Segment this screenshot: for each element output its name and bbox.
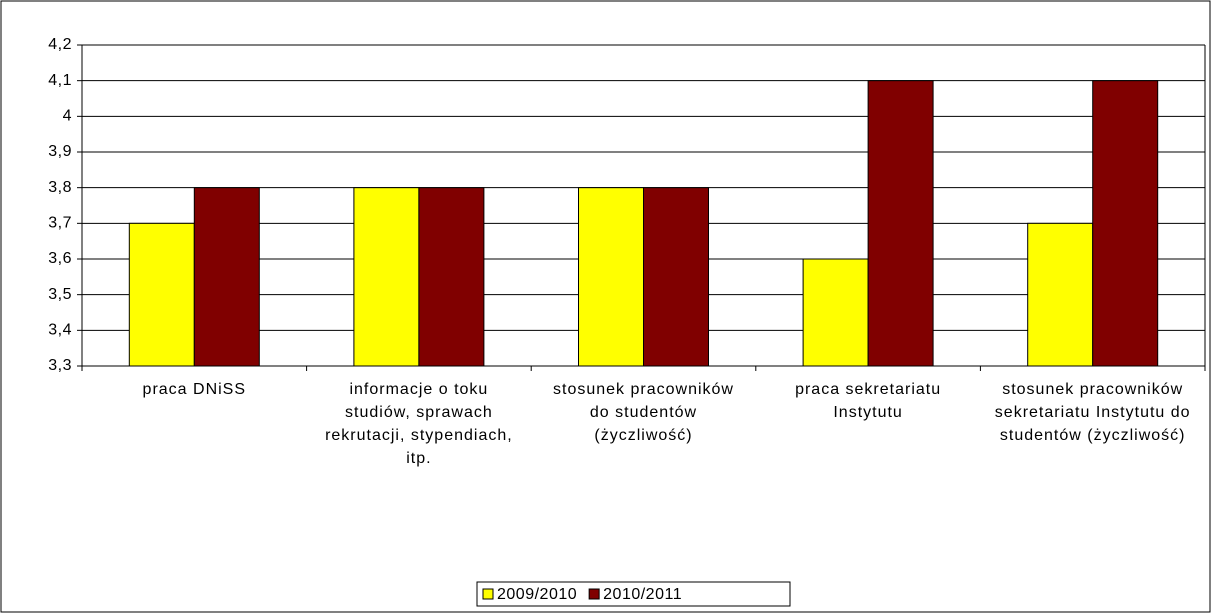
legend-box [476,581,791,607]
y-tick-label: 3,6 [48,250,72,267]
x-tick-label: praca DNiSS [142,381,247,398]
bar [353,187,420,367]
y-tick-label: 3,7 [48,215,72,232]
bar [1092,80,1159,367]
bar [193,187,260,367]
y-tick-label: 4 [63,108,72,125]
bar [867,80,934,367]
y-tick-label: 3,5 [48,286,72,303]
bar [643,187,709,367]
y-tick-label: 3,9 [48,143,72,160]
bar [128,222,195,367]
bar [802,258,869,367]
y-tick-label: 3,8 [48,179,72,196]
y-tick-label: 4,2 [48,36,72,53]
legend-label: 2009/2010 [497,586,577,603]
legend-swatch [588,588,600,600]
x-tick-label: praca sekretariatu Instytutu [795,381,942,421]
bar [418,187,485,367]
legend-swatch [482,588,494,600]
bar [1027,222,1094,367]
y-tick-label: 4,1 [48,72,72,89]
x-tick-label: stosunek pracowników sekretariatu Instyt… [994,381,1191,444]
bar [578,187,644,367]
y-tick-label: 3,4 [48,322,72,339]
legend-label: 2010/2011 [603,586,682,603]
y-tick-label: 3,3 [48,357,72,374]
x-tick-label: stosunek pracowników do studentów (życzl… [553,381,734,444]
x-tick-label: informacje o toku studiów, sprawach rekr… [325,381,513,467]
